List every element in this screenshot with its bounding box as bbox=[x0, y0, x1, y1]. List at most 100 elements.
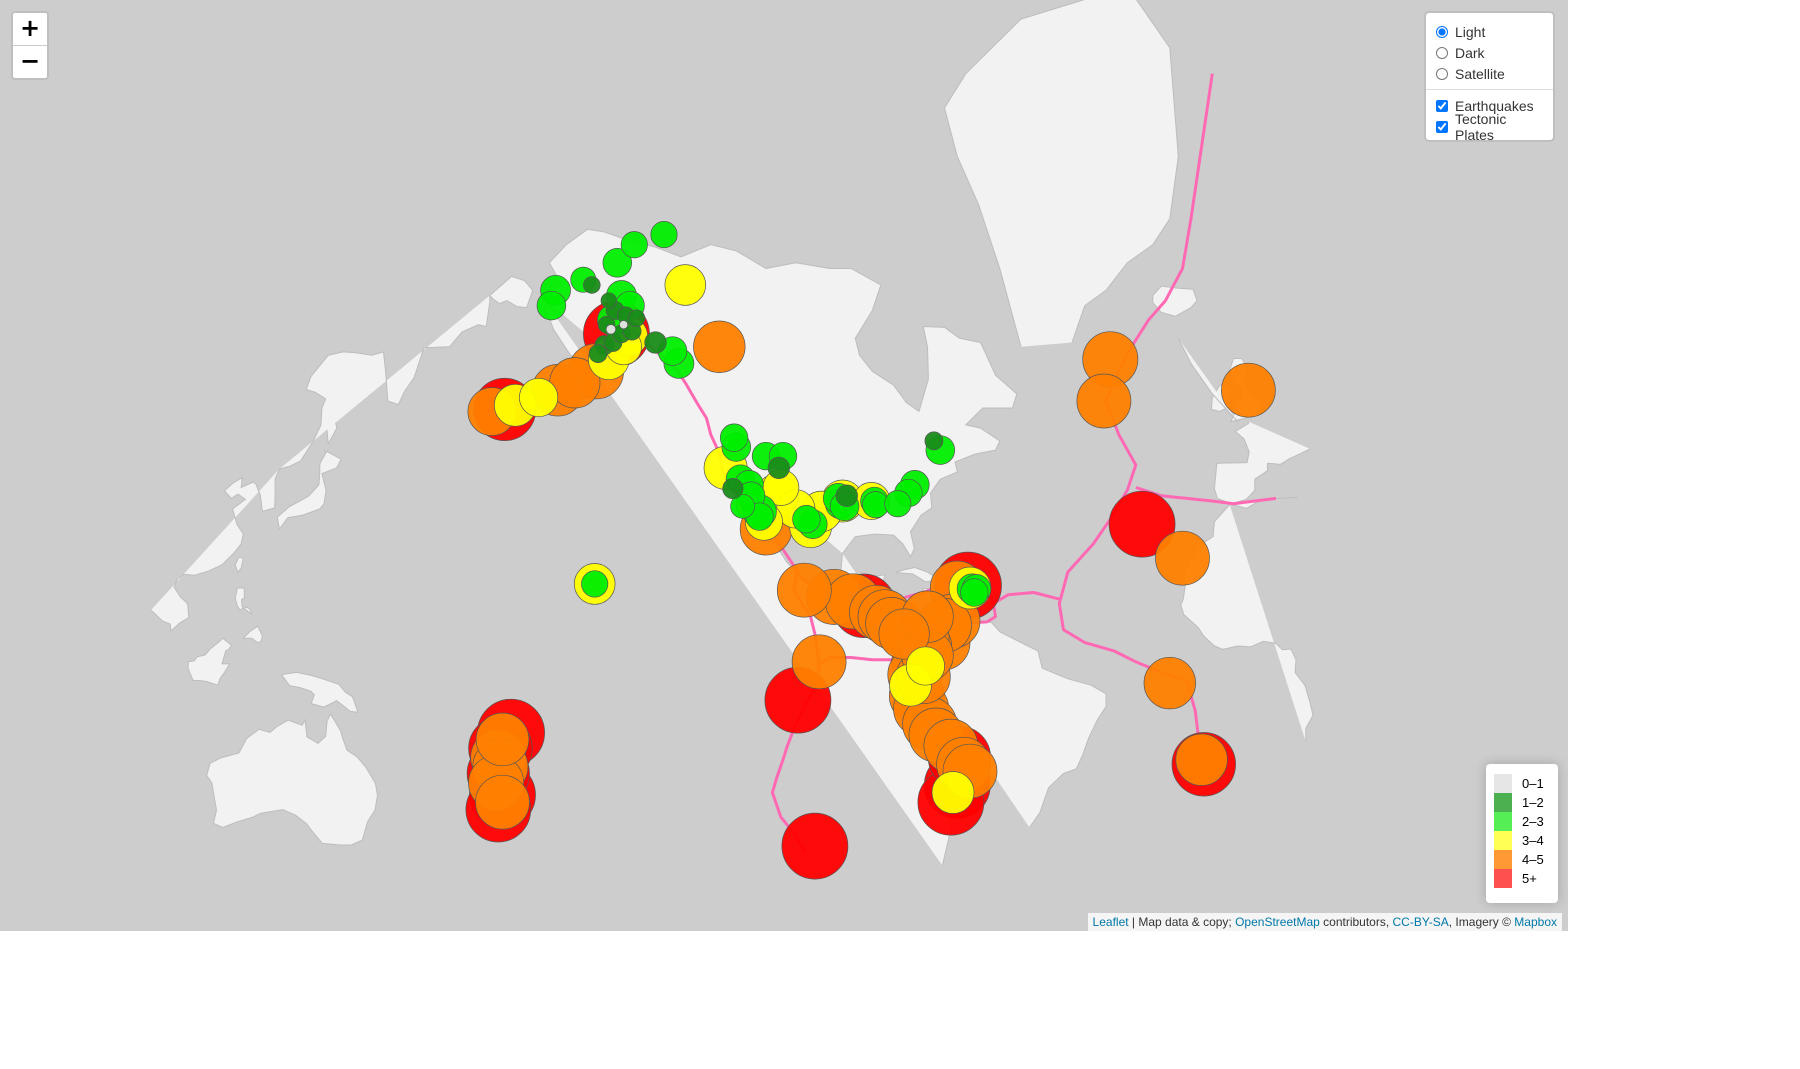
overlay-earthquakes[interactable]: Earthquakes bbox=[1436, 95, 1543, 116]
coastline bbox=[281, 671, 359, 713]
earthquake-marker[interactable] bbox=[767, 456, 790, 480]
earthquake-marker[interactable] bbox=[1175, 733, 1228, 786]
base-layer-label: Light bbox=[1455, 23, 1486, 40]
earthquake-marker[interactable] bbox=[600, 292, 617, 309]
legend-row: 1–2 bbox=[1494, 793, 1550, 812]
plate-boundary-line bbox=[992, 591, 1060, 605]
earthquake-marker[interactable] bbox=[719, 423, 749, 452]
earthquake-marker[interactable] bbox=[475, 774, 530, 830]
earthquake-marker[interactable] bbox=[835, 484, 858, 507]
earthquake-marker[interactable] bbox=[905, 646, 945, 686]
coastline bbox=[279, 295, 491, 470]
map-canvas[interactable]: + − Light Dark Satellite Earthquakes Tec… bbox=[0, 0, 1568, 931]
legend-row: 0–1 bbox=[1494, 774, 1550, 793]
legend-swatch bbox=[1494, 869, 1512, 888]
earthquake-marker[interactable] bbox=[1143, 656, 1196, 710]
attribution-text: contributors, bbox=[1319, 915, 1393, 929]
legend-label: 3–4 bbox=[1522, 833, 1544, 848]
legend-label: 0–1 bbox=[1522, 776, 1544, 791]
earthquake-marker[interactable] bbox=[664, 264, 707, 306]
earthquake-marker[interactable] bbox=[931, 771, 975, 814]
earthquakes-layer bbox=[465, 221, 1276, 880]
earthquake-marker[interactable] bbox=[536, 290, 567, 321]
radio-light[interactable] bbox=[1436, 25, 1448, 38]
base-layer-label: Satellite bbox=[1455, 65, 1505, 82]
earthquake-marker[interactable] bbox=[791, 634, 847, 690]
zoom-out-button[interactable]: − bbox=[13, 45, 47, 78]
earthquake-marker[interactable] bbox=[693, 320, 746, 373]
legend-swatch bbox=[1494, 793, 1512, 812]
legend-row: 3–4 bbox=[1494, 831, 1550, 850]
coastline bbox=[150, 468, 280, 632]
overlay-tectonic-plates[interactable]: Tectonic Plates bbox=[1436, 111, 1543, 143]
coastline bbox=[1177, 337, 1239, 422]
basemap[interactable] bbox=[0, 0, 1568, 931]
earthquake-marker[interactable] bbox=[730, 493, 755, 519]
magnitude-legend: 0–1 1–2 2–3 3–4 4–5 5+ bbox=[1486, 764, 1558, 903]
earthquake-marker[interactable] bbox=[878, 608, 930, 660]
overlay-label: Tectonic Plates bbox=[1455, 110, 1507, 143]
legend-swatch bbox=[1494, 774, 1512, 793]
legend-swatch bbox=[1494, 831, 1512, 850]
legend-row: 5+ bbox=[1494, 869, 1550, 888]
legend-label: 1–2 bbox=[1522, 795, 1544, 810]
mapbox-link[interactable]: Mapbox bbox=[1514, 915, 1557, 929]
attribution-text: | Map data & copy; bbox=[1128, 915, 1236, 929]
coastline bbox=[187, 637, 232, 686]
earthquake-marker[interactable] bbox=[644, 331, 667, 354]
coastline bbox=[234, 556, 244, 573]
checkbox-earthquakes[interactable] bbox=[1436, 99, 1448, 112]
layer-separator bbox=[1426, 89, 1553, 90]
earthquake-marker[interactable] bbox=[605, 324, 617, 335]
earthquake-marker[interactable] bbox=[519, 377, 559, 418]
earthquake-marker[interactable] bbox=[1221, 362, 1276, 418]
openstreetmap-link[interactable]: OpenStreetMap bbox=[1235, 915, 1320, 929]
plate-boundary-line bbox=[1135, 486, 1277, 506]
radio-dark[interactable] bbox=[1436, 46, 1448, 59]
attribution-text: , Imagery © bbox=[1448, 915, 1515, 929]
base-layer-dark[interactable]: Dark bbox=[1436, 42, 1543, 63]
earthquake-marker[interactable] bbox=[583, 276, 601, 294]
coastline bbox=[276, 449, 342, 530]
earthquake-marker[interactable] bbox=[588, 344, 608, 363]
legend-swatch bbox=[1494, 812, 1512, 831]
earthquake-marker[interactable] bbox=[884, 490, 912, 518]
coastline bbox=[242, 625, 263, 644]
coastline bbox=[206, 713, 378, 846]
earthquake-marker[interactable] bbox=[627, 309, 646, 327]
legend-row: 2–3 bbox=[1494, 812, 1550, 831]
legend-label: 2–3 bbox=[1522, 814, 1544, 829]
earthquake-marker[interactable] bbox=[924, 431, 944, 451]
coastline bbox=[944, 0, 1179, 347]
earthquake-marker[interactable] bbox=[781, 812, 849, 880]
land-layer bbox=[150, 0, 1314, 866]
earthquake-marker[interactable] bbox=[475, 712, 530, 767]
earthquake-marker[interactable] bbox=[792, 505, 821, 534]
zoom-control: + − bbox=[11, 11, 49, 80]
earthquake-marker[interactable] bbox=[650, 221, 678, 249]
earthquake-marker[interactable] bbox=[1076, 373, 1132, 429]
base-layer-satellite[interactable]: Satellite bbox=[1436, 63, 1543, 84]
legend-swatch bbox=[1494, 850, 1512, 869]
legend-row: 4–5 bbox=[1494, 850, 1550, 869]
coastline bbox=[489, 275, 534, 309]
legend-label: 5+ bbox=[1522, 871, 1537, 886]
base-layer-light[interactable]: Light bbox=[1436, 21, 1543, 42]
earthquake-marker[interactable] bbox=[1155, 530, 1210, 586]
earthquake-marker[interactable] bbox=[722, 478, 744, 500]
radio-satellite[interactable] bbox=[1436, 67, 1448, 80]
earthquake-marker[interactable] bbox=[581, 570, 609, 598]
coastline bbox=[540, 228, 1018, 558]
earthquake-marker[interactable] bbox=[619, 320, 629, 330]
earthquake-marker[interactable] bbox=[960, 578, 989, 607]
earthquake-marker[interactable] bbox=[620, 231, 648, 259]
coastline bbox=[234, 587, 253, 615]
earthquake-marker[interactable] bbox=[1108, 490, 1176, 558]
license-link[interactable]: CC-BY-SA bbox=[1392, 915, 1449, 929]
earthquake-marker[interactable] bbox=[602, 248, 633, 278]
checkbox-tectonic-plates[interactable] bbox=[1436, 120, 1448, 133]
earthquake-marker[interactable] bbox=[776, 562, 832, 618]
leaflet-link[interactable]: Leaflet bbox=[1092, 915, 1129, 929]
base-layer-label: Dark bbox=[1455, 44, 1485, 61]
zoom-in-button[interactable]: + bbox=[19, 14, 41, 42]
